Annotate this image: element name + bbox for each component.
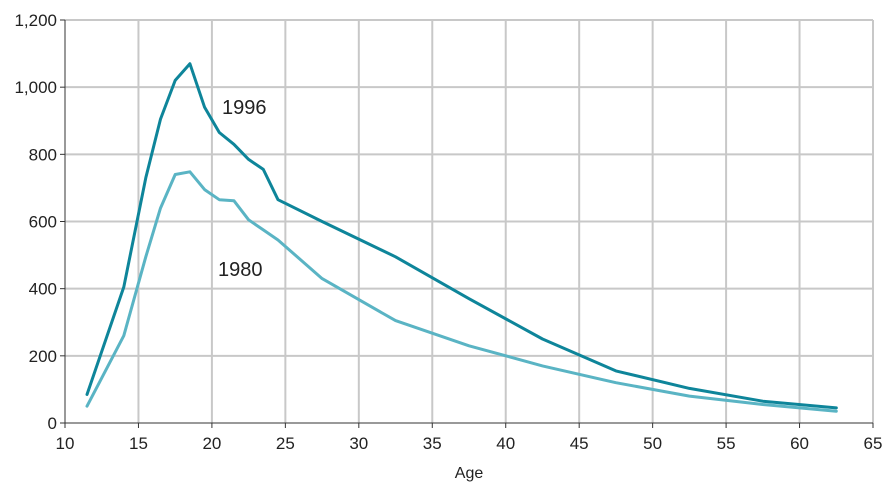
x-tick-label: 10 [56,434,75,453]
chart-labels: 1996 1980 [218,97,267,281]
x-tick-label: 15 [129,434,148,453]
x-tick-label: 50 [643,434,662,453]
x-tick-label: 65 [864,434,883,453]
series-line-1996 [85,62,838,410]
y-tick-label: 0 [48,414,57,433]
y-tick-label: 200 [29,347,57,366]
chart-series [85,62,838,413]
series-label-1980: 1980 [218,259,263,281]
x-tick-label: 20 [202,434,221,453]
chart-axes: 10 15 20 25 30 35 40 45 50 55 60 65 0 200 400 600 800 1,0… [14,11,882,482]
x-tick-label: 60 [790,434,809,453]
chart-grid [65,19,874,423]
y-tick-label: 400 [29,280,57,299]
x-tick-label: 45 [570,434,589,453]
y-tick-label: 800 [29,145,57,164]
y-tick-label: 1,000 [14,78,57,97]
x-axis-title: Age [455,465,484,482]
x-tick-label: 35 [423,434,442,453]
y-tick-label: 1,200 [14,11,57,30]
y-tick-label: 600 [29,213,57,232]
series-label-1996: 1996 [222,97,267,119]
x-tick-label: 25 [276,434,295,453]
x-tick-label: 55 [717,434,736,453]
series-line-1980 [85,170,838,413]
x-tick-label: 30 [349,434,368,453]
x-tick-label: 40 [496,434,515,453]
